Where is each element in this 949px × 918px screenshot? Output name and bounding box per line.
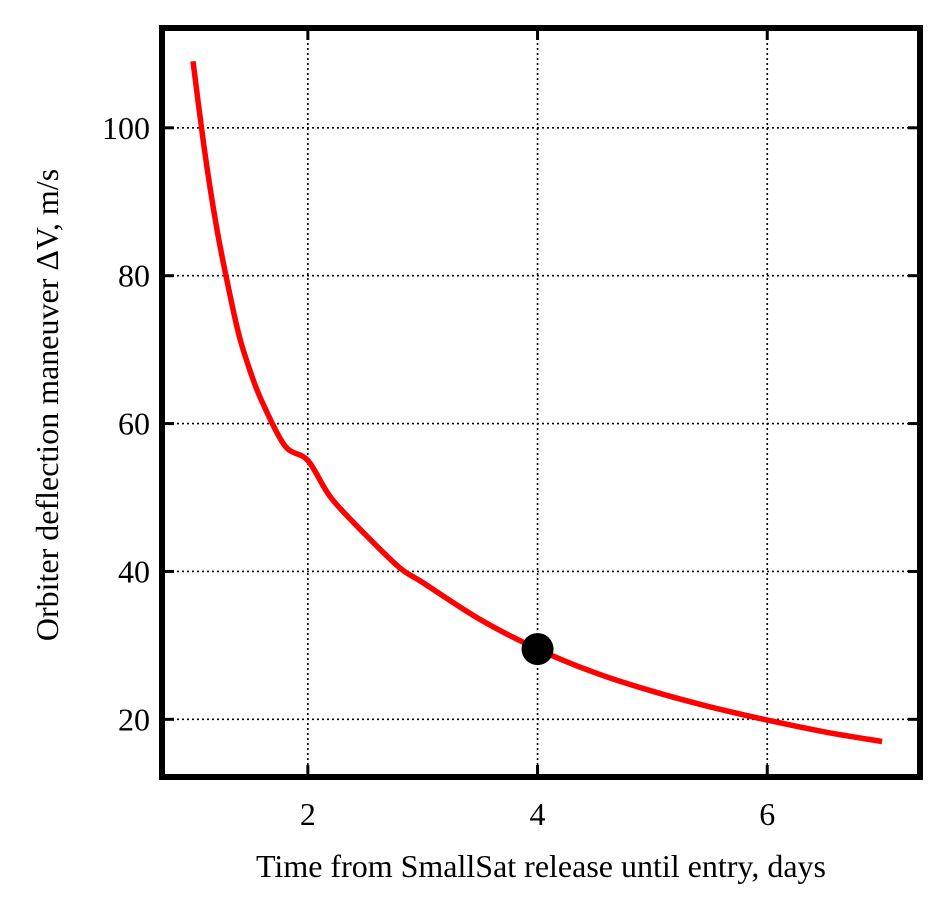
tick-labels: 2 4 6 20 40 60 80 100 [102,110,775,832]
marker-layer [521,633,554,666]
x-axis-label: Time from SmallSat release until entry, … [256,848,826,884]
series-layer [190,60,883,745]
grid-lines [162,28,920,777]
y-tick-label: 20 [118,701,150,737]
data-point-marker [521,633,554,666]
y-tick-label: 60 [118,406,150,442]
x-tick-label: 4 [530,796,546,832]
y-axis-label: Orbiter deflection maneuver ΔV, m/s [29,169,65,641]
x-tick-label: 2 [300,796,316,832]
series-line [190,60,883,745]
plot-frame [159,25,923,780]
axis-ticks [162,28,920,777]
x-tick-label: 6 [759,796,775,832]
y-tick-label: 100 [102,110,150,146]
y-tick-label: 40 [118,553,150,589]
y-tick-label: 80 [118,258,150,294]
